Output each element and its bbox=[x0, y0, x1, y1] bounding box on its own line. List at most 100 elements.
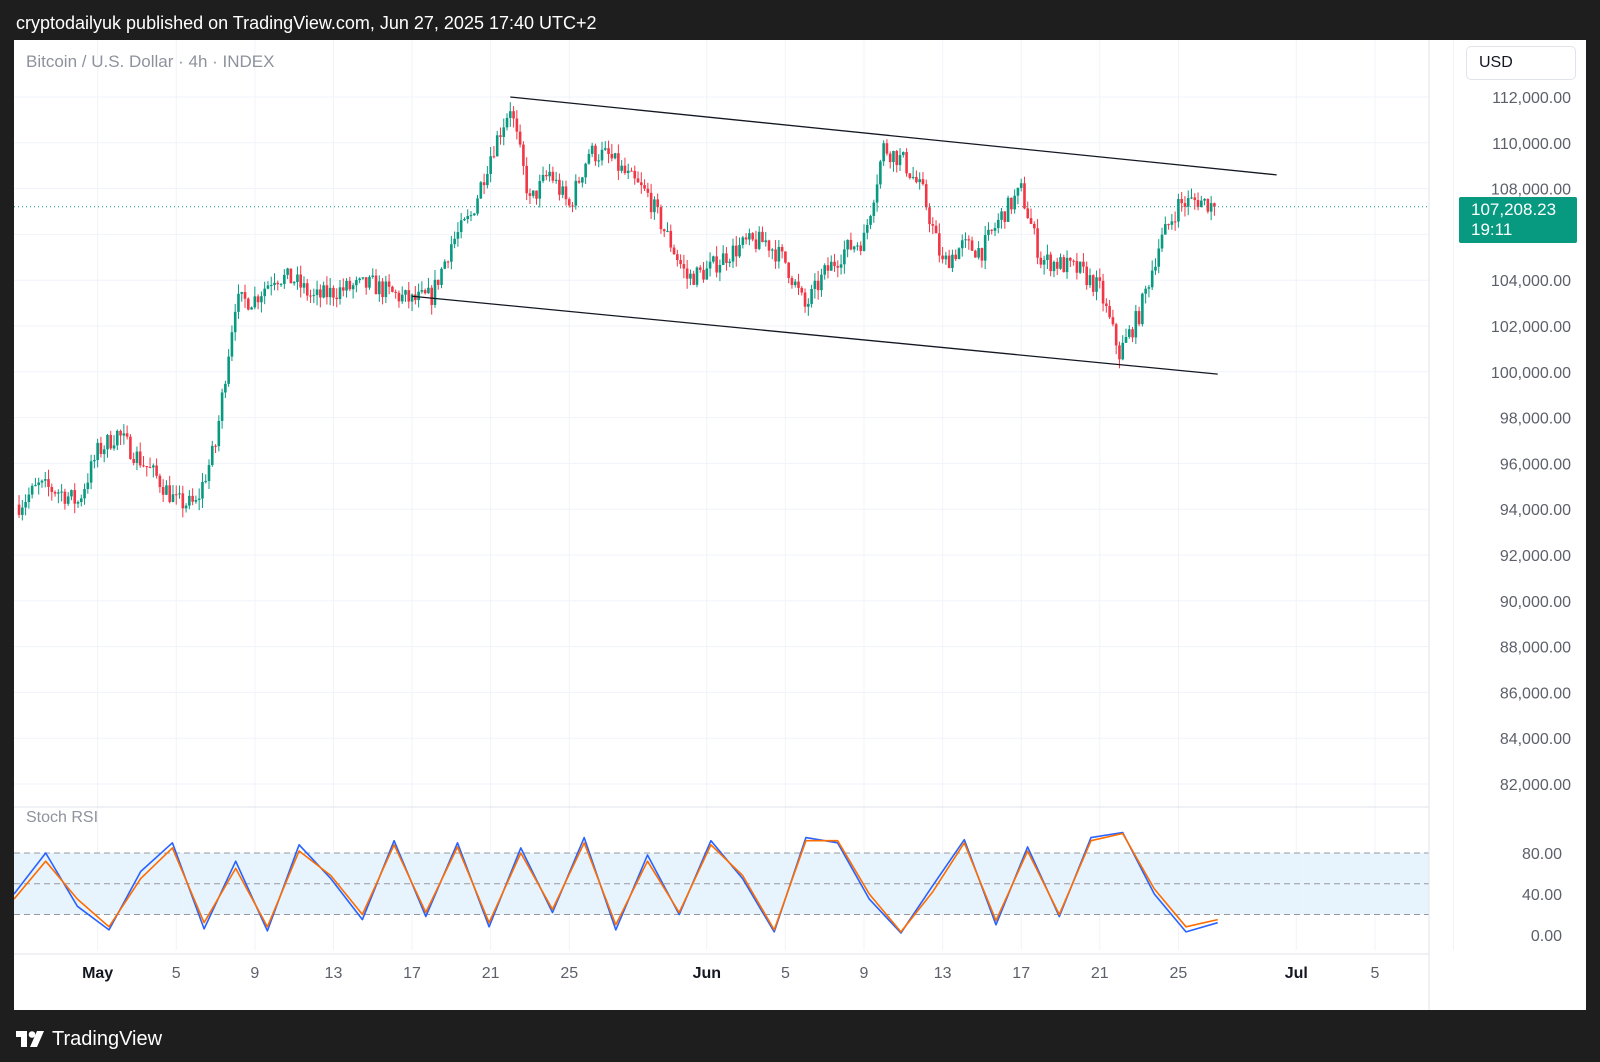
candle-body bbox=[469, 215, 473, 217]
candle-body bbox=[836, 266, 840, 268]
candle-body bbox=[656, 199, 659, 208]
price-axis-label: 84,000.00 bbox=[1500, 731, 1571, 748]
candle-down bbox=[698, 265, 702, 273]
candle-down bbox=[640, 172, 643, 194]
candle-body bbox=[132, 458, 135, 463]
candle-body bbox=[1170, 221, 1174, 225]
candle-body bbox=[728, 261, 732, 263]
candle-up bbox=[879, 159, 882, 189]
candle-down bbox=[934, 220, 938, 234]
candle-up bbox=[712, 255, 715, 264]
candle-body bbox=[921, 179, 925, 185]
brand-label: TradingView bbox=[52, 1027, 163, 1050]
price-axis-label: 100,000.00 bbox=[1491, 365, 1571, 382]
candle-down bbox=[335, 288, 339, 308]
candle-body bbox=[302, 283, 306, 288]
candle-body bbox=[600, 149, 604, 161]
candle-body bbox=[1091, 275, 1095, 292]
candle-down bbox=[1193, 193, 1197, 210]
candle-up bbox=[135, 446, 139, 471]
candle-up bbox=[911, 166, 915, 180]
candle-body bbox=[40, 480, 44, 483]
candle-body bbox=[305, 283, 309, 296]
candle-body bbox=[417, 291, 420, 301]
candle-body bbox=[269, 284, 273, 286]
candle-up bbox=[66, 492, 70, 506]
candle-body bbox=[771, 249, 774, 251]
bar-countdown-label: 19:11 bbox=[1471, 220, 1513, 239]
candle-down bbox=[682, 254, 686, 279]
candle-body bbox=[990, 229, 994, 231]
candle-up bbox=[728, 258, 732, 268]
candle-body bbox=[541, 174, 545, 182]
candle-down bbox=[1111, 309, 1115, 327]
candle-body bbox=[109, 435, 113, 449]
candle-down bbox=[702, 262, 705, 283]
candle-up bbox=[96, 438, 99, 468]
price-axis-label: 112,000.00 bbox=[1492, 90, 1571, 107]
candle-body bbox=[96, 442, 99, 461]
candle-body bbox=[757, 231, 761, 249]
candle-down bbox=[109, 430, 113, 451]
candle-up bbox=[269, 276, 273, 296]
candle-down bbox=[715, 246, 718, 278]
candle-up bbox=[1147, 284, 1151, 298]
candle-body bbox=[155, 465, 158, 476]
chart-canvas[interactable]: 112,000.00 110,000.00 108,000.00 104,000.00… bbox=[14, 40, 1586, 1010]
candle-body bbox=[1141, 293, 1144, 325]
candle-body bbox=[931, 224, 935, 226]
candle-body bbox=[1010, 197, 1013, 210]
candle-body bbox=[957, 248, 961, 260]
candle-body bbox=[790, 277, 794, 285]
currency-button[interactable]: USD bbox=[1466, 46, 1576, 80]
candle-body bbox=[1114, 324, 1118, 346]
candle-body bbox=[705, 268, 709, 280]
candle-up bbox=[171, 485, 175, 503]
candle-body bbox=[50, 486, 54, 492]
candle-down bbox=[1213, 202, 1216, 216]
candle-body bbox=[1213, 203, 1216, 207]
candle-up bbox=[453, 231, 456, 249]
candle-up bbox=[1190, 188, 1193, 200]
candle-down bbox=[908, 173, 912, 180]
candle-up bbox=[731, 238, 735, 269]
candle-up bbox=[1160, 227, 1164, 252]
candle-down bbox=[129, 434, 132, 460]
time-axis-label: 9 bbox=[860, 965, 869, 982]
candle-body bbox=[1088, 275, 1092, 286]
candle-down bbox=[1098, 268, 1102, 289]
footer-brand[interactable]: TradingView bbox=[16, 1024, 162, 1054]
candle-body bbox=[662, 229, 666, 232]
candle-body bbox=[152, 465, 155, 468]
candle-down bbox=[924, 179, 928, 211]
candle-body bbox=[1078, 261, 1082, 273]
candle-body bbox=[685, 268, 689, 279]
candle-down bbox=[276, 280, 280, 291]
candle-up bbox=[666, 222, 669, 233]
candle-up bbox=[37, 477, 40, 495]
candle-body bbox=[24, 502, 27, 508]
candle-up bbox=[1150, 260, 1154, 291]
candle-up bbox=[286, 267, 289, 280]
candle-up bbox=[201, 473, 204, 509]
candle-down bbox=[1167, 223, 1170, 230]
candle-body bbox=[879, 161, 882, 185]
last-price-tag: 107,208.23 19:11 bbox=[1459, 197, 1577, 243]
chart-area[interactable]: 112,000.00 110,000.00 108,000.00 104,000.00… bbox=[14, 40, 1586, 1010]
candle-body bbox=[512, 111, 515, 119]
candle-body bbox=[1101, 280, 1105, 304]
last-price-label: 107,208.23 bbox=[1471, 200, 1557, 219]
candle-body bbox=[587, 153, 591, 164]
candle-up bbox=[312, 288, 316, 304]
candle-up bbox=[1121, 335, 1125, 361]
candle-body bbox=[787, 262, 790, 278]
candle-down bbox=[325, 276, 329, 305]
candle-body bbox=[731, 245, 735, 262]
candle-body bbox=[1042, 260, 1046, 265]
time-axis-label: 21 bbox=[482, 965, 500, 982]
candle-body bbox=[646, 188, 650, 193]
candle-body bbox=[368, 276, 371, 288]
candle-body bbox=[1180, 199, 1183, 204]
candle-body bbox=[620, 165, 623, 171]
candle-up bbox=[584, 162, 587, 184]
